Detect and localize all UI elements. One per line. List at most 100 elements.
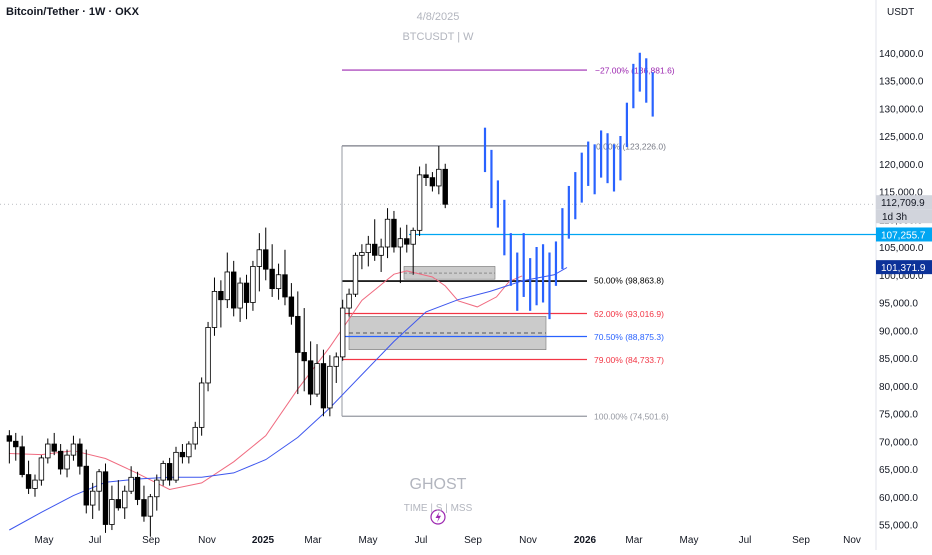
candle[interactable] xyxy=(38,457,45,481)
candle[interactable] xyxy=(102,471,109,525)
candle[interactable] xyxy=(109,499,115,525)
countdown-badge[interactable] xyxy=(876,209,932,224)
candle[interactable] xyxy=(256,249,263,267)
candle[interactable] xyxy=(269,268,275,290)
candle[interactable] xyxy=(339,307,346,358)
candle[interactable] xyxy=(179,451,186,458)
fib-level-label: 0.00% (123,226.0) xyxy=(596,141,666,151)
time-tick: Jul xyxy=(415,535,428,546)
time-tick: Sep xyxy=(792,535,810,546)
candle[interactable] xyxy=(186,443,192,458)
candle[interactable] xyxy=(160,463,166,481)
candle[interactable] xyxy=(154,479,160,498)
candle[interactable] xyxy=(230,271,237,309)
candle[interactable] xyxy=(352,254,359,295)
time-tick: May xyxy=(359,535,378,546)
candle[interactable] xyxy=(70,443,77,456)
candle[interactable] xyxy=(6,435,13,442)
candle[interactable] xyxy=(13,440,19,448)
candle[interactable] xyxy=(404,238,410,245)
candle[interactable] xyxy=(237,282,243,309)
candle[interactable] xyxy=(45,443,51,459)
candle[interactable] xyxy=(327,365,333,409)
candle[interactable] xyxy=(314,363,320,395)
fib-level-label: 70.50% (88,875.3) xyxy=(594,332,664,342)
time-tick: 2025 xyxy=(252,535,275,546)
candle[interactable] xyxy=(211,290,218,328)
fib-level-label: 100.00% (74,501.6) xyxy=(594,412,669,422)
candle[interactable] xyxy=(275,274,282,290)
candle[interactable] xyxy=(397,238,404,248)
candle[interactable] xyxy=(96,471,102,492)
candle[interactable] xyxy=(128,476,134,492)
candle[interactable] xyxy=(436,168,442,187)
candle[interactable] xyxy=(423,174,429,179)
candle[interactable] xyxy=(205,327,211,384)
price-tick: 120,000.0 xyxy=(879,160,924,171)
candle[interactable] xyxy=(134,476,141,500)
moving-average-red[interactable] xyxy=(9,270,523,491)
price-tick: 100,000.0 xyxy=(879,271,924,282)
candle[interactable] xyxy=(77,443,83,467)
candle[interactable] xyxy=(57,450,64,470)
symbol-title[interactable]: Bitcoin/Tether · 1W · OKX xyxy=(6,6,140,18)
candle[interactable] xyxy=(346,293,352,309)
candle[interactable] xyxy=(64,454,70,470)
price-tick: 105,000.0 xyxy=(879,243,924,254)
candle[interactable] xyxy=(288,296,295,317)
currency-label[interactable]: USDT xyxy=(887,7,915,18)
candle[interactable] xyxy=(173,451,179,481)
price-tick: 125,000.0 xyxy=(879,132,924,143)
watermark-symbol: BTCUSDT | W xyxy=(402,31,474,43)
candle[interactable] xyxy=(282,274,288,298)
candle[interactable] xyxy=(384,218,391,248)
candle[interactable] xyxy=(243,282,250,303)
candle[interactable] xyxy=(147,496,154,517)
navy-level-badge[interactable] xyxy=(876,260,932,275)
candle[interactable] xyxy=(442,168,448,205)
candle[interactable] xyxy=(307,360,314,395)
candle[interactable] xyxy=(416,174,423,231)
candle[interactable] xyxy=(359,252,365,256)
candle[interactable] xyxy=(410,229,416,245)
price-tick: 140,000.0 xyxy=(879,49,924,60)
time-tick: Mar xyxy=(625,535,643,546)
candle[interactable] xyxy=(378,246,384,256)
candle[interactable] xyxy=(250,266,256,303)
price-tick: 90,000.0 xyxy=(879,326,918,337)
candle[interactable] xyxy=(429,177,436,187)
price-tick: 55,000.0 xyxy=(879,521,918,532)
candle[interactable] xyxy=(372,243,378,256)
time-tick: Mar xyxy=(304,535,322,546)
candle[interactable] xyxy=(365,243,372,253)
candle[interactable] xyxy=(32,479,38,489)
candle[interactable] xyxy=(333,356,339,367)
candle[interactable] xyxy=(320,363,327,409)
time-tick: Sep xyxy=(464,535,482,546)
time-tick: Nov xyxy=(843,535,861,546)
last-price-badge[interactable] xyxy=(876,195,932,210)
watermark-tagline: TIME | S | MSS xyxy=(403,503,473,514)
candle[interactable] xyxy=(51,443,57,452)
candle[interactable] xyxy=(391,218,397,248)
watermark-brand: GHOST xyxy=(409,476,467,493)
candle[interactable] xyxy=(218,290,224,301)
candle[interactable] xyxy=(19,446,25,475)
candle[interactable] xyxy=(301,352,307,362)
candle[interactable] xyxy=(166,463,173,481)
candle[interactable] xyxy=(25,474,32,489)
candle[interactable] xyxy=(192,426,198,445)
candle[interactable] xyxy=(141,499,147,517)
candle[interactable] xyxy=(224,271,230,301)
candle[interactable] xyxy=(83,465,89,506)
candle[interactable] xyxy=(115,499,122,509)
candle[interactable] xyxy=(263,249,269,270)
candle[interactable] xyxy=(122,490,128,509)
candle[interactable] xyxy=(89,490,96,506)
candle[interactable] xyxy=(198,382,205,428)
time-tick: 2026 xyxy=(574,535,597,546)
candle[interactable] xyxy=(295,315,301,353)
cyan-level-badge[interactable] xyxy=(876,227,932,242)
